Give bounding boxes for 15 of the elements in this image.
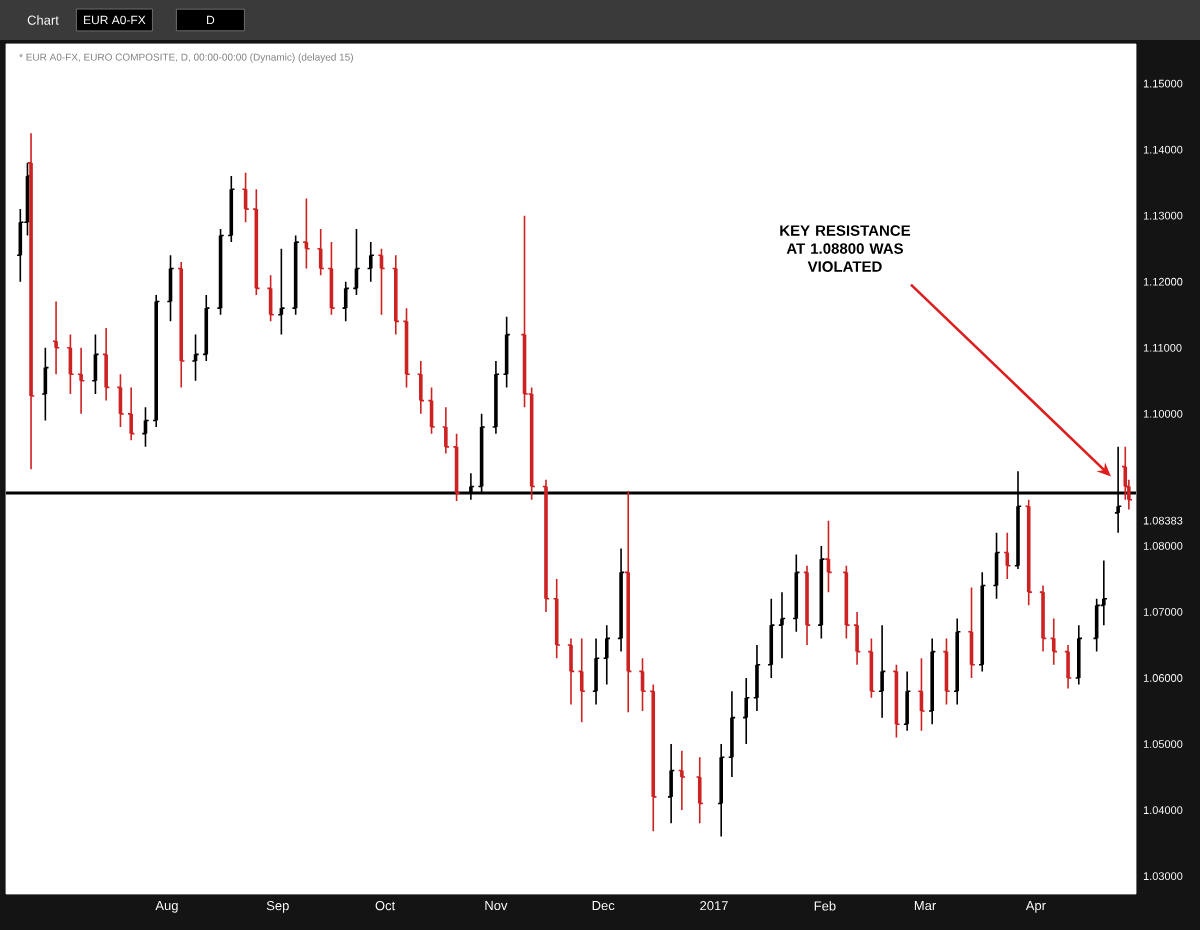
candlestick bbox=[579, 637, 584, 724]
candlestick bbox=[980, 571, 985, 673]
candlestick bbox=[1005, 531, 1010, 580]
candlestick bbox=[204, 294, 209, 362]
candlestick bbox=[368, 241, 373, 283]
candlestick bbox=[794, 553, 799, 633]
candlestick bbox=[697, 756, 702, 825]
candlestick bbox=[1051, 617, 1056, 666]
candlestick bbox=[179, 261, 184, 389]
candlestick bbox=[343, 280, 348, 323]
candlestick bbox=[554, 578, 559, 659]
candlestick bbox=[229, 175, 234, 243]
candlestick bbox=[769, 597, 774, 679]
candlestick bbox=[1026, 498, 1031, 607]
candlestick bbox=[651, 683, 656, 833]
